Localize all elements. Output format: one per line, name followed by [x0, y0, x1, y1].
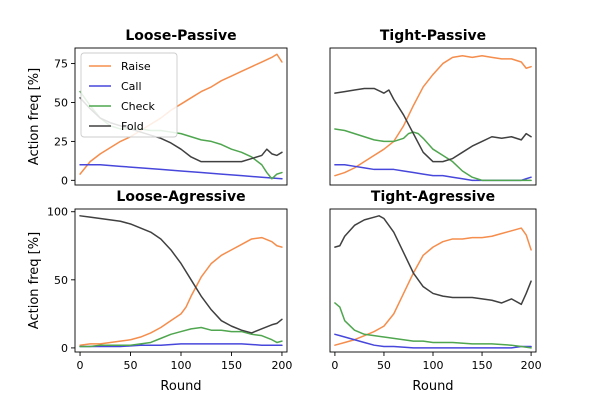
series-check-line — [334, 302, 532, 349]
x-axis-label: Round — [412, 379, 453, 394]
y-tick-label: 100 — [47, 206, 68, 219]
x-tick-label: 0 — [331, 359, 338, 372]
x-axis-label: Round — [160, 379, 201, 394]
legend-label-check: Check — [121, 100, 155, 113]
panel-loose-agressive: Loose-Agressive 0 50 100 0 50 100 150 200 Action … — [27, 189, 292, 394]
y-axis-label: Action freq [%] — [27, 232, 42, 329]
legend-box — [80, 52, 178, 138]
plot-frame — [74, 208, 288, 353]
series-raise-line — [79, 236, 283, 346]
series-check-line — [334, 128, 532, 182]
series-check-line — [79, 326, 283, 348]
x-tick-label: 200 — [521, 359, 542, 372]
panel-tight-passive: Tight-Passive — [329, 28, 537, 186]
series-fold-line — [334, 215, 532, 306]
x-tick-label: 100 — [171, 359, 192, 372]
x-tick-label: 0 — [77, 359, 84, 372]
x-tick-label: 150 — [472, 359, 493, 372]
plot-frame — [329, 47, 537, 186]
plot-frame — [329, 208, 537, 353]
x-tick-label: 200 — [271, 359, 292, 372]
series-fold-line — [79, 215, 283, 334]
x-tick-label: 100 — [423, 359, 444, 372]
y-tick-label: 0 — [61, 174, 68, 187]
y-axis-label: Action freq [%] — [27, 68, 42, 165]
series-raise-line — [334, 55, 532, 177]
panel-title: Tight-Passive — [380, 28, 486, 44]
series-call-line — [79, 343, 283, 348]
series-call-line — [334, 333, 532, 349]
legend-label-fold: Fold — [121, 120, 144, 133]
y-tick-label: 25 — [54, 135, 68, 148]
plot-frame — [74, 47, 288, 186]
legend: Raise Call Check Fold — [80, 52, 178, 138]
y-tick-label: 50 — [54, 96, 68, 109]
panel-tight-agressive: Tight-Agressive 0 50 100 150 200 Round — [329, 189, 542, 394]
y-tick-label: 75 — [54, 58, 68, 71]
legend-label-call: Call — [121, 80, 142, 93]
series-call-line — [334, 164, 532, 182]
series-call-line — [79, 164, 283, 180]
panel-title: Loose-Passive — [125, 28, 236, 44]
panel-title: Loose-Agressive — [116, 189, 245, 205]
series-raise-line — [334, 227, 532, 346]
panel-loose-passive: Loose-Passive 0 25 50 75 Action freq [%] Raise… — [27, 28, 288, 187]
panel-title: Tight-Agressive — [371, 189, 495, 205]
y-tick-label: 0 — [61, 342, 68, 355]
x-tick-label: 150 — [221, 359, 242, 372]
y-tick-label: 50 — [54, 274, 68, 287]
series-fold-line — [334, 87, 532, 163]
series-raise-line — [79, 53, 283, 175]
x-tick-label: 50 — [124, 359, 138, 372]
legend-label-raise: Raise — [121, 60, 151, 73]
x-tick-label: 50 — [377, 359, 391, 372]
